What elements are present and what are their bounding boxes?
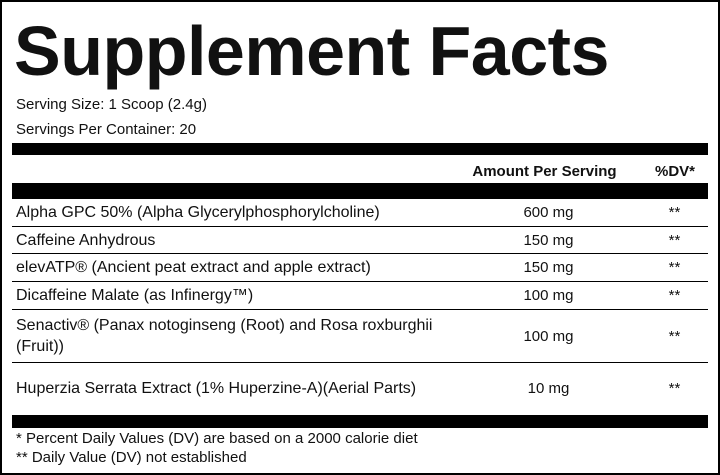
daily-value: ** (668, 204, 681, 221)
divider-bar (12, 415, 708, 428)
daily-value: ** (668, 327, 681, 345)
daily-value: ** (668, 259, 681, 276)
footnote: ** Daily Value (DV) not established (16, 449, 247, 466)
ingredient-name: Senactiv® (Panax notoginseng (Root) and … (16, 317, 433, 355)
ingredient-row: Dicaffeine Malate (as Infinergy™) 100 mg *… (12, 282, 708, 310)
amount: 100 mg (523, 327, 574, 345)
divider-bar (12, 143, 708, 155)
ingredient-row: elevATP® (Ancient peat extract and apple… (12, 254, 708, 282)
servings-per-container: Servings Per Container: 20 (16, 121, 197, 138)
amount: 100 mg (523, 287, 574, 304)
ingredient-row: Caffeine Anhydrous 150 mg ** (12, 227, 708, 254)
ingredient-name: Dicaffeine Malate (as Infinergy™) (16, 287, 254, 304)
ingredient-name: Huperzia Serrata Extract (1% Huperzine-A… (16, 379, 417, 397)
daily-value: ** (668, 231, 681, 249)
amount: 10 mg (527, 379, 570, 397)
serving-size: Serving Size: 1 Scoop (2.4g) (16, 96, 207, 113)
ingredient-table: Alpha GPC 50% (Alpha Glycerylphosphorylc… (12, 199, 708, 413)
ingredient-row: Senactiv® (Panax notoginseng (Root) and … (12, 310, 708, 363)
daily-value: ** (668, 379, 681, 397)
footnote: * Percent Daily Values (DV) are based on… (16, 430, 418, 447)
title: Supplement Facts (14, 12, 609, 90)
ingredient-row: Alpha GPC 50% (Alpha Glycerylphosphorylc… (12, 199, 708, 227)
ingredient-name: elevATP® (Ancient peat extract and apple… (16, 259, 371, 276)
column-header: %DV* (654, 163, 695, 180)
amount: 150 mg (523, 259, 574, 276)
amount: 600 mg (523, 204, 574, 221)
ingredient-name: Caffeine Anhydrous (16, 231, 156, 249)
column-header: Amount Per Serving (472, 163, 617, 180)
divider-bar (12, 183, 708, 199)
daily-value: ** (668, 287, 681, 304)
ingredient-row: Huperzia Serrata Extract (1% Huperzine-A… (12, 363, 708, 413)
amount: 150 mg (523, 231, 574, 249)
ingredient-name: Alpha GPC 50% (Alpha Glycerylphosphorylc… (16, 204, 380, 221)
